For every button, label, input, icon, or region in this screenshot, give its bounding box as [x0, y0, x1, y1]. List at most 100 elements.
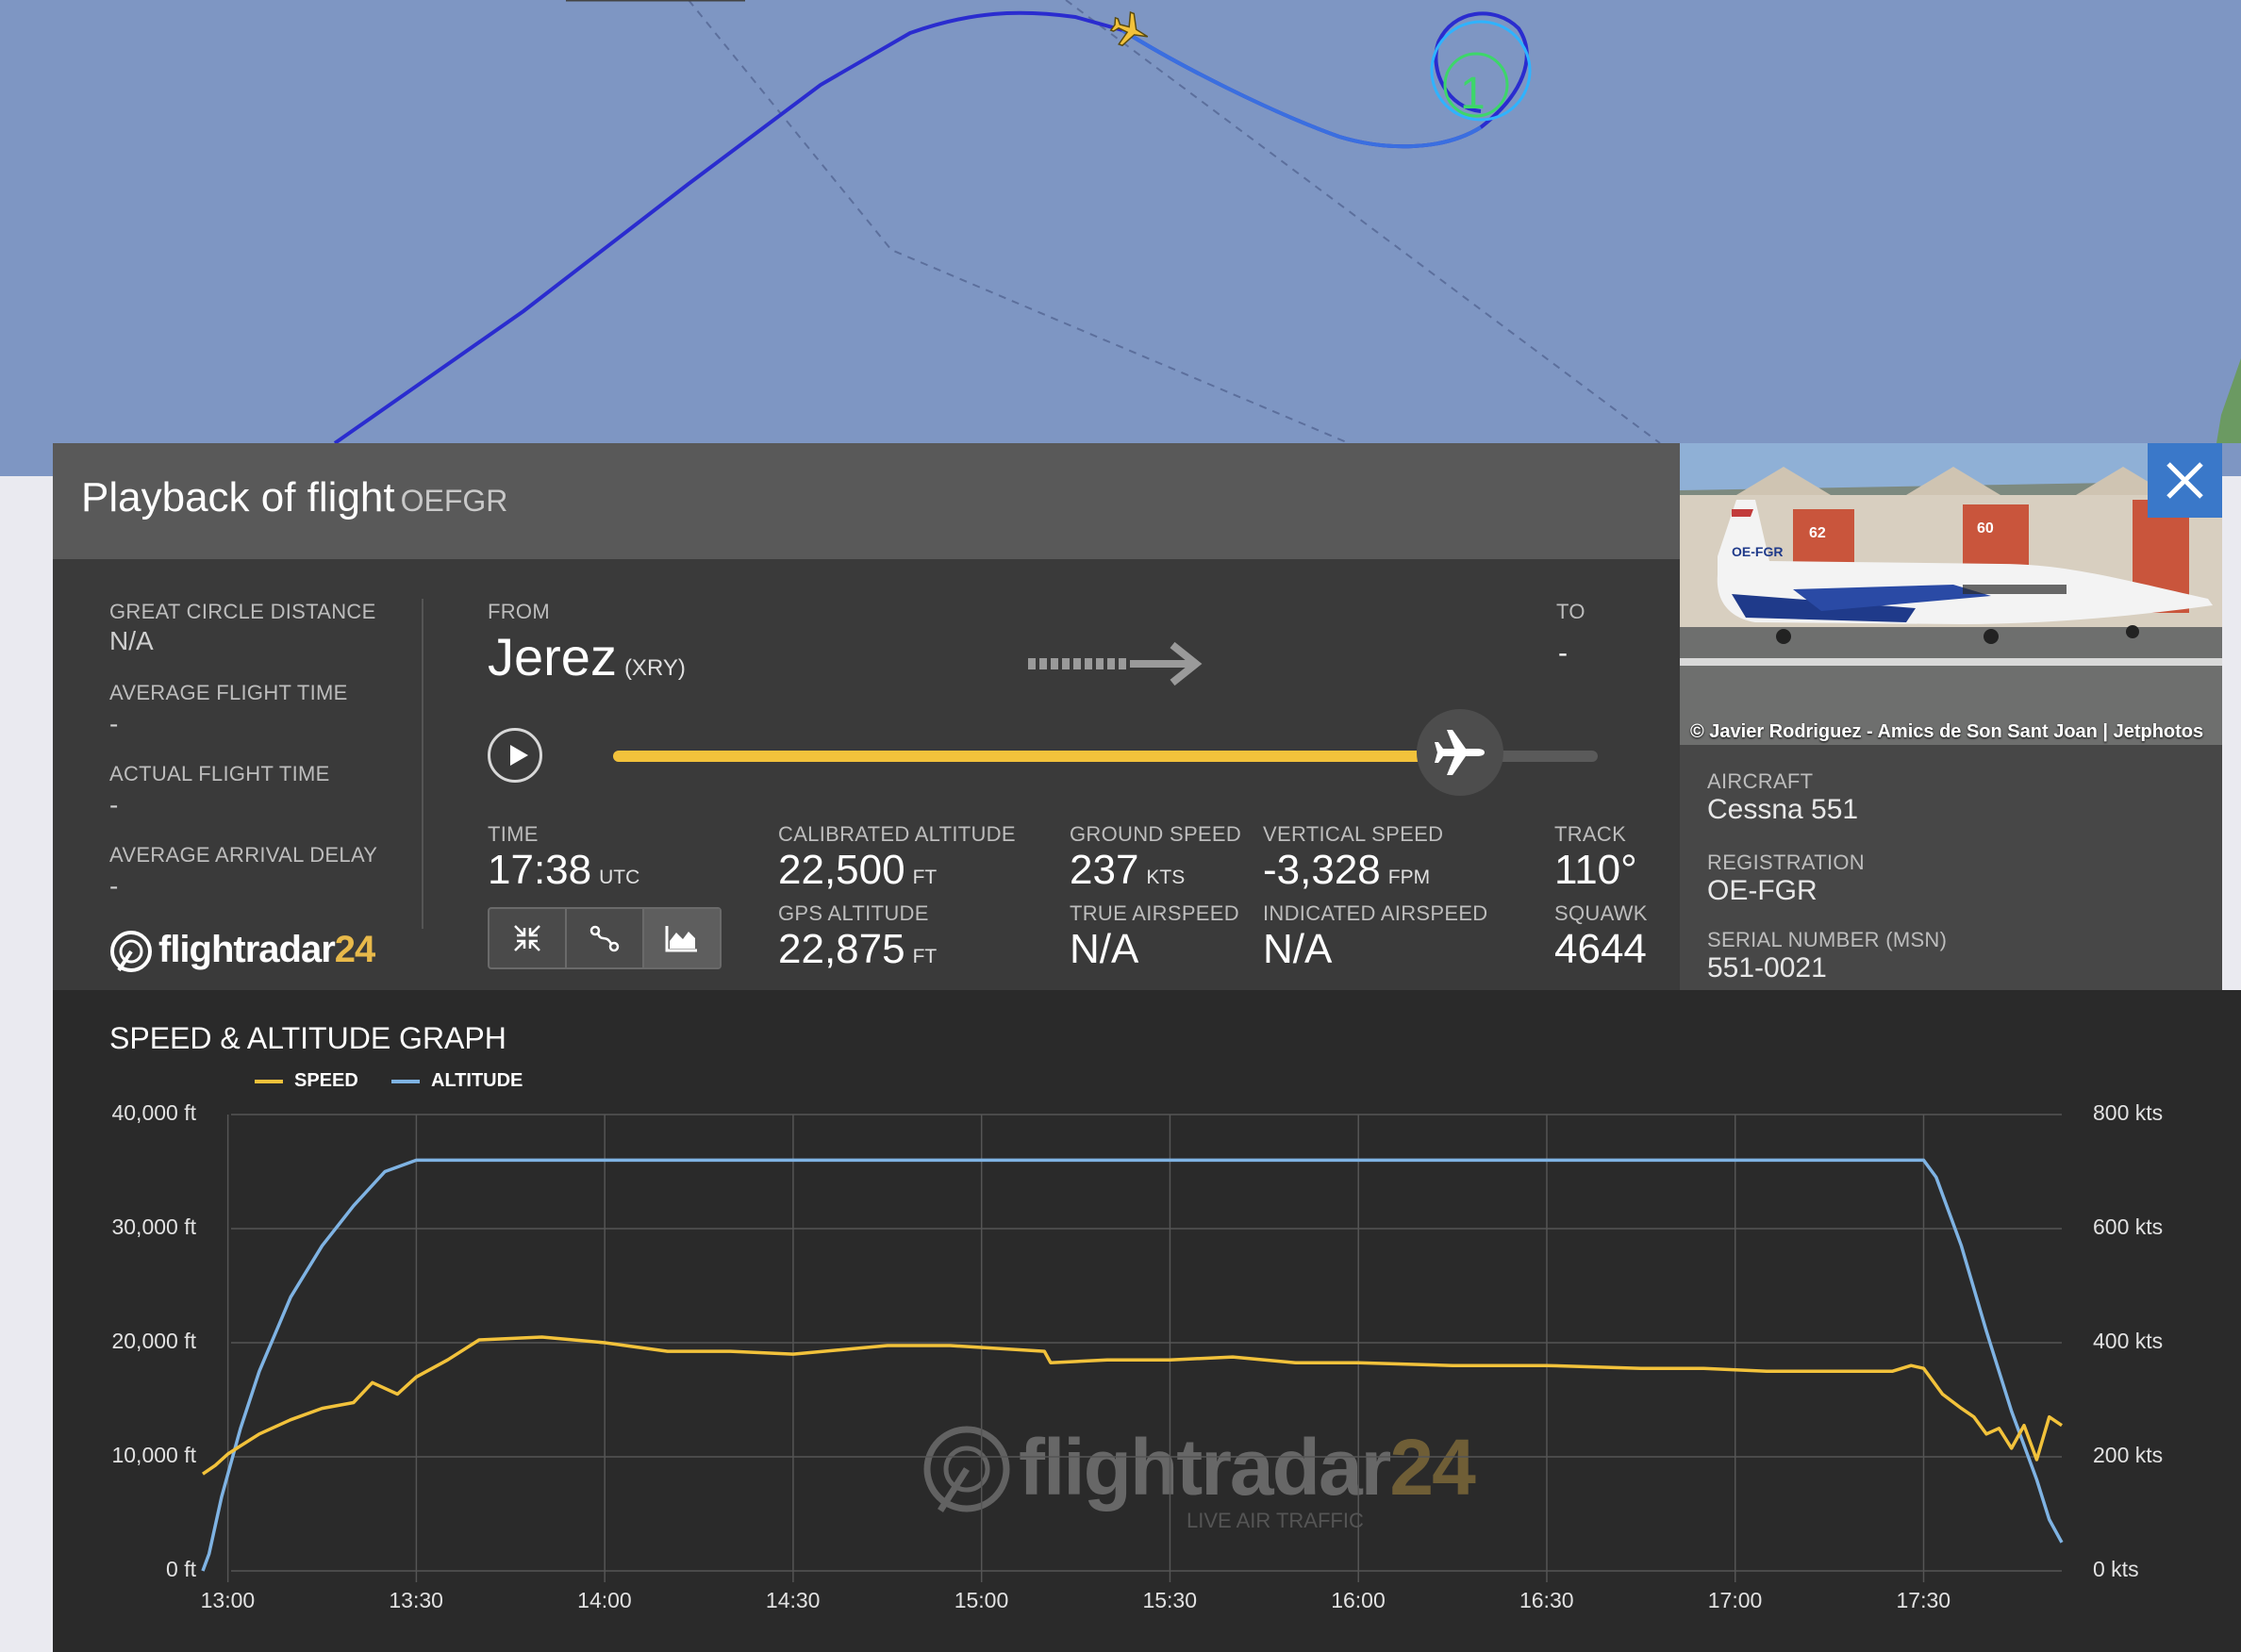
- stat-value: -: [109, 871, 119, 900]
- close-button[interactable]: [2148, 443, 2222, 518]
- squawk-label: SQUAWK: [1554, 901, 1648, 925]
- watermark-subtitle: LIVE AIR TRAFFIC: [1187, 1509, 1364, 1532]
- x-tick-label: 17:00: [1707, 1588, 1763, 1612]
- route-arrow-icon: [1028, 641, 1203, 686]
- series-line-altitude: [201, 1158, 2064, 1572]
- page-title: Playback of flight OEFGR: [81, 474, 508, 520]
- x-tick-label: 14:30: [765, 1588, 821, 1612]
- indicated-airspeed-value: N/A: [1263, 926, 1333, 972]
- stat-value: -: [109, 709, 119, 738]
- graph-view-button[interactable]: [644, 909, 720, 967]
- y-left-tick-label: 10,000 ft: [111, 1443, 196, 1467]
- legend-swatch: [391, 1079, 420, 1083]
- slider-handle[interactable]: [1416, 709, 1503, 796]
- airway-line: [1065, 0, 1661, 444]
- legend-swatch: [255, 1079, 283, 1083]
- y-right-tick-label: 600 kts: [2093, 1214, 2164, 1239]
- watermark-logo: flightradar24: [1019, 1423, 1476, 1512]
- airway-line: [688, 0, 1350, 444]
- y-right-tick-label: 400 kts: [2093, 1329, 2164, 1353]
- photo-svg: 62 60 OE-FGR: [1680, 443, 2222, 745]
- aircraft-label: AIRCRAFT: [1707, 769, 1814, 793]
- aircraft-photo[interactable]: 62 60 OE-FGR: [1680, 443, 2222, 745]
- y-left-tick-label: 30,000 ft: [111, 1214, 196, 1239]
- speed-altitude-graph[interactable]: [53, 990, 2241, 1652]
- playback-progress: [613, 751, 1460, 762]
- title-bar: [53, 443, 1680, 559]
- x-tick-label: 17:30: [1896, 1588, 1951, 1612]
- gps-alt-label: GPS ALTITUDE: [778, 901, 929, 925]
- plane-icon[interactable]: [1107, 8, 1154, 53]
- ground-speed-value: 237 KTS: [1070, 847, 1186, 893]
- vertical-speed-label: VERTICAL SPEED: [1263, 822, 1444, 846]
- ground-speed-label: GROUND SPEED: [1070, 822, 1242, 846]
- registration-value: OE-FGR: [1707, 875, 1818, 906]
- x-tick-label: 15:30: [1142, 1588, 1197, 1612]
- flight-track-recent: [1120, 28, 1483, 149]
- squawk-value: 4644: [1554, 926, 1647, 972]
- vertical-speed-value: -3,328 FPM: [1263, 847, 1431, 893]
- y-left-tick-label: 40,000 ft: [111, 1100, 196, 1125]
- stat-value: N/A: [109, 626, 154, 655]
- x-tick-label: 16:30: [1519, 1588, 1574, 1612]
- stat-label: AVERAGE ARRIVAL DELAY: [109, 843, 378, 867]
- region-marker-inner: [1443, 52, 1509, 118]
- y-left-tick-label: 20,000 ft: [111, 1329, 196, 1353]
- hangar-number: 62: [1809, 525, 1826, 541]
- track-label: TRACK: [1554, 822, 1627, 846]
- region-marker-label: 1: [1460, 69, 1486, 119]
- aircraft-details: [1680, 745, 2222, 990]
- tail-registration: OE-FGR: [1732, 544, 1783, 559]
- y-right-tick-label: 0 kts: [2093, 1557, 2139, 1581]
- view-toggle-group: [488, 907, 722, 969]
- stat-label: AVERAGE FLIGHT TIME: [109, 681, 348, 704]
- x-tick-label: 15:00: [954, 1588, 1009, 1612]
- from-label: FROM: [488, 600, 550, 623]
- cal-alt-value: 22,500 FT: [778, 847, 938, 893]
- stat-label: ACTUAL FLIGHT TIME: [109, 762, 330, 785]
- watermark-radar-icon: [923, 1426, 1010, 1512]
- stat-value: -: [109, 790, 119, 819]
- collapse-arrows-icon: [514, 925, 540, 951]
- y-left-tick-label: 0 ft: [166, 1557, 196, 1581]
- map-land-edge: [2216, 358, 2241, 443]
- close-icon: [2166, 462, 2203, 499]
- area-chart-icon: [665, 926, 697, 952]
- series-line-speed: [202, 1335, 2063, 1476]
- legend-speed[interactable]: SPEED: [255, 1070, 358, 1092]
- serial-label: SERIAL NUMBER (MSN): [1707, 928, 1948, 951]
- route-view-button[interactable]: [567, 909, 644, 967]
- track-value: 110°: [1554, 847, 1637, 893]
- x-tick-label: 14:00: [577, 1588, 632, 1612]
- aircraft-value: Cessna 551: [1707, 794, 1859, 825]
- x-tick-label: 16:00: [1331, 1588, 1386, 1612]
- from-city: Jerez (XRY): [488, 627, 686, 686]
- divider: [422, 599, 423, 929]
- to-value: -: [1558, 637, 1568, 669]
- time-value: 17:38 UTC: [488, 847, 640, 893]
- flight-map[interactable]: 1: [0, 0, 2241, 476]
- flight-id: OEFGR: [400, 484, 508, 518]
- collapse-view-button[interactable]: [490, 909, 567, 967]
- indicated-airspeed-label: INDICATED AIRSPEED: [1263, 901, 1488, 925]
- brand-logo[interactable]: flightradar24: [158, 929, 375, 970]
- y-right-tick-label: 200 kts: [2093, 1443, 2164, 1467]
- x-tick-label: 13:30: [389, 1588, 443, 1612]
- gps-alt-value: 22,875 FT: [778, 926, 938, 972]
- route-icon: [589, 925, 620, 952]
- y-right-tick-label: 800 kts: [2093, 1100, 2164, 1125]
- play-button[interactable]: [488, 728, 542, 783]
- legend-altitude[interactable]: ALTITUDE: [391, 1070, 523, 1092]
- time-label: TIME: [488, 822, 539, 846]
- photo-credit[interactable]: © Javier Rodriguez - Amics de Son Sant J…: [1690, 721, 2204, 742]
- true-airspeed-value: N/A: [1070, 926, 1139, 972]
- stat-label: GREAT CIRCLE DISTANCE: [109, 600, 376, 623]
- registration-label: REGISTRATION: [1707, 851, 1865, 874]
- region-marker-outer: [1430, 20, 1532, 122]
- from-code: (XRY): [623, 655, 686, 681]
- true-airspeed-label: TRUE AIRSPEED: [1070, 901, 1239, 925]
- x-tick-label: 13:00: [200, 1588, 256, 1612]
- map-svg: 1: [333, 0, 2241, 445]
